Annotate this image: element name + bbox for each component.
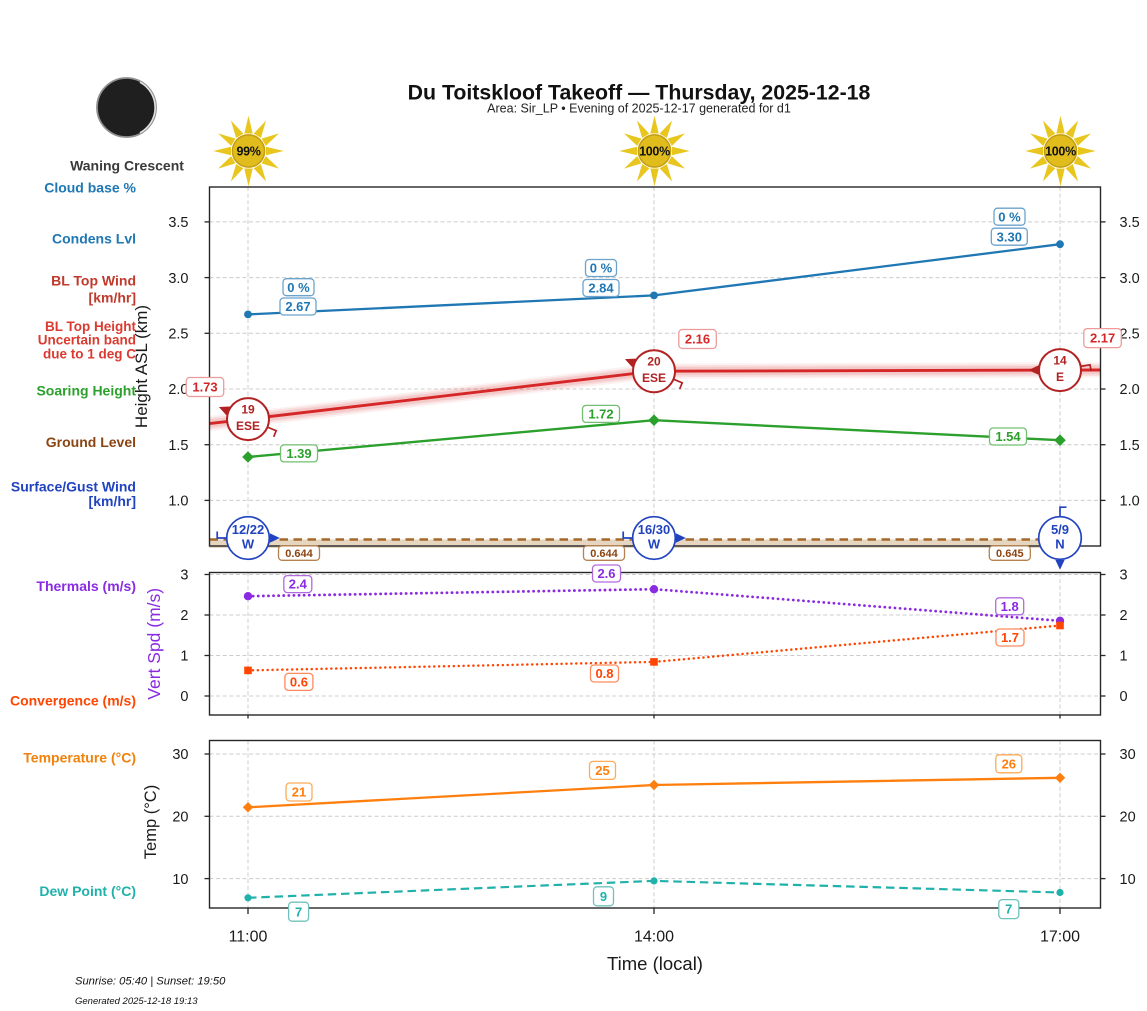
svg-text:Ground Level: Ground Level: [46, 434, 136, 450]
svg-text:3.5: 3.5: [168, 215, 188, 231]
svg-text:E: E: [1056, 370, 1064, 384]
svg-text:Surface/Gust Wind: Surface/Gust Wind: [11, 479, 136, 495]
svg-text:1.73: 1.73: [192, 380, 217, 395]
svg-text:3.0: 3.0: [168, 271, 188, 287]
svg-text:[km/hr]: [km/hr]: [89, 290, 136, 306]
svg-text:19: 19: [241, 402, 255, 416]
svg-text:30: 30: [172, 747, 188, 763]
svg-text:W: W: [648, 536, 661, 551]
svg-text:Time (local): Time (local): [607, 953, 703, 974]
svg-text:0.6: 0.6: [290, 674, 308, 689]
svg-text:2: 2: [180, 608, 188, 624]
svg-text:0 %: 0 %: [590, 261, 613, 276]
svg-text:100%: 100%: [1045, 144, 1076, 158]
svg-text:0: 0: [180, 689, 188, 705]
svg-text:5/9: 5/9: [1051, 522, 1069, 537]
svg-text:Vert Spd (m/s): Vert Spd (m/s): [144, 588, 164, 700]
svg-text:3.0: 3.0: [1120, 271, 1140, 287]
svg-text:2.17: 2.17: [1090, 331, 1115, 346]
svg-text:2.4: 2.4: [289, 577, 308, 592]
svg-text:2.84: 2.84: [588, 281, 614, 296]
svg-text:1.54: 1.54: [995, 429, 1021, 444]
svg-text:Convergence (m/s): Convergence (m/s): [10, 693, 136, 709]
svg-text:1.39: 1.39: [286, 446, 311, 461]
svg-text:2.0: 2.0: [1120, 382, 1140, 398]
svg-text:Uncertain band: Uncertain band: [38, 333, 136, 348]
svg-text:Condens Lvl: Condens Lvl: [52, 231, 136, 247]
svg-text:[km/hr]: [km/hr]: [89, 493, 136, 509]
svg-text:N: N: [1055, 536, 1064, 551]
svg-text:Cloud base %: Cloud base %: [44, 180, 136, 196]
svg-text:1.72: 1.72: [588, 406, 613, 421]
svg-text:2.5: 2.5: [168, 327, 188, 343]
svg-text:Du Toitskloof Takeoff — Thursd: Du Toitskloof Takeoff — Thursday, 2025-1…: [408, 81, 871, 105]
svg-text:0 %: 0 %: [998, 209, 1021, 224]
svg-text:100%: 100%: [639, 144, 670, 158]
svg-text:14: 14: [1053, 353, 1067, 367]
svg-text:Soaring Height: Soaring Height: [36, 383, 136, 399]
svg-text:12/22: 12/22: [232, 522, 265, 537]
svg-text:17:00: 17:00: [1040, 929, 1080, 946]
svg-text:2.16: 2.16: [685, 332, 710, 347]
svg-text:due to 1 deg C: due to 1 deg C: [43, 347, 136, 362]
svg-text:1.5: 1.5: [168, 438, 188, 454]
svg-text:1: 1: [180, 649, 188, 665]
svg-text:ESE: ESE: [236, 419, 260, 433]
svg-text:3: 3: [180, 568, 188, 584]
svg-text:99%: 99%: [236, 144, 260, 158]
svg-text:20: 20: [172, 810, 188, 826]
svg-text:Dew Point (°C): Dew Point (°C): [39, 883, 136, 899]
svg-text:0.644: 0.644: [285, 548, 313, 560]
svg-text:1.7: 1.7: [1001, 630, 1019, 645]
svg-text:1.8: 1.8: [1001, 599, 1019, 614]
svg-text:20: 20: [647, 354, 661, 368]
svg-text:0: 0: [1120, 689, 1128, 705]
svg-text:BL Top Height: BL Top Height: [45, 319, 136, 334]
svg-text:10: 10: [172, 872, 188, 888]
svg-text:3: 3: [1120, 568, 1128, 584]
svg-text:25: 25: [595, 763, 609, 778]
svg-text:1.5: 1.5: [1120, 438, 1140, 454]
svg-text:30: 30: [1120, 747, 1136, 763]
svg-text:20: 20: [1120, 810, 1136, 826]
svg-text:Waning Crescent: Waning Crescent: [70, 158, 184, 174]
svg-text:10: 10: [1120, 872, 1136, 888]
svg-text:Sunrise: 05:40 | Sunset: 19:50: Sunrise: 05:40 | Sunset: 19:50: [75, 976, 226, 988]
svg-text:3.30: 3.30: [997, 229, 1022, 244]
svg-text:Height ASL (km): Height ASL (km): [132, 305, 151, 428]
svg-text:0.644: 0.644: [590, 548, 618, 560]
svg-text:2: 2: [1120, 608, 1128, 624]
svg-text:21: 21: [292, 785, 306, 800]
svg-text:14:00: 14:00: [634, 929, 674, 946]
svg-text:W: W: [242, 536, 255, 551]
svg-text:Thermals (m/s): Thermals (m/s): [36, 578, 136, 594]
svg-text:16/30: 16/30: [638, 522, 671, 537]
svg-text:2.67: 2.67: [285, 299, 310, 314]
svg-text:BL Top Wind: BL Top Wind: [51, 273, 136, 289]
svg-text:Temp (°C): Temp (°C): [142, 785, 160, 859]
svg-text:ESE: ESE: [642, 371, 666, 385]
svg-text:2.5: 2.5: [1120, 327, 1140, 343]
svg-text:Generated 2025-12-18 19:13: Generated 2025-12-18 19:13: [75, 996, 198, 1007]
svg-text:Area: Sir_LP • Evening of 2025: Area: Sir_LP • Evening of 2025-12-17 gen…: [487, 102, 791, 116]
svg-text:7: 7: [295, 904, 302, 919]
svg-text:Temperature (°C): Temperature (°C): [23, 750, 136, 766]
svg-text:1.0: 1.0: [168, 494, 188, 510]
svg-text:0.645: 0.645: [996, 548, 1024, 560]
svg-text:1.0: 1.0: [1120, 494, 1140, 510]
svg-text:2.0: 2.0: [168, 382, 188, 398]
svg-text:11:00: 11:00: [229, 929, 268, 946]
svg-text:3.5: 3.5: [1120, 215, 1140, 231]
svg-text:1: 1: [1120, 649, 1128, 665]
svg-text:0 %: 0 %: [287, 280, 310, 295]
svg-text:2.6: 2.6: [597, 566, 615, 581]
svg-text:7: 7: [1005, 902, 1012, 917]
svg-text:0.8: 0.8: [595, 666, 613, 681]
svg-text:9: 9: [600, 889, 607, 904]
svg-text:26: 26: [1002, 756, 1016, 771]
